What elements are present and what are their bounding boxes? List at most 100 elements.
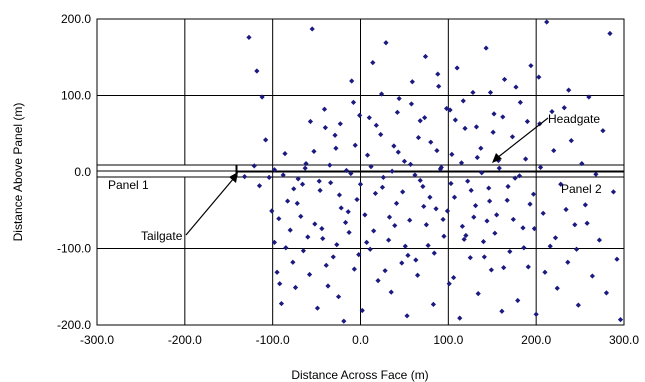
data-point bbox=[471, 214, 477, 220]
y-tick-label: 0.0 bbox=[74, 165, 91, 179]
data-point bbox=[401, 158, 408, 164]
x-tick-label: 300.0 bbox=[609, 333, 639, 347]
data-point bbox=[299, 181, 306, 187]
data-point bbox=[589, 273, 595, 279]
data-point bbox=[549, 108, 555, 115]
data-point bbox=[391, 143, 397, 149]
data-point bbox=[492, 230, 498, 236]
data-point bbox=[417, 118, 423, 124]
y-tick-label: 100.0 bbox=[61, 89, 91, 103]
data-point bbox=[373, 122, 379, 128]
data-point bbox=[528, 63, 534, 69]
data-point bbox=[515, 297, 521, 304]
data-point bbox=[259, 94, 265, 100]
y-axis-title: Distance Above Panel (m) bbox=[11, 103, 25, 242]
data-point bbox=[572, 222, 578, 228]
data-point bbox=[378, 131, 384, 138]
data-point bbox=[291, 186, 297, 192]
data-point bbox=[356, 252, 362, 258]
data-point bbox=[517, 99, 523, 105]
tailgate-label: Tailgate bbox=[141, 229, 183, 243]
data-point bbox=[434, 147, 440, 154]
data-point bbox=[551, 147, 557, 154]
data-point bbox=[460, 98, 466, 104]
y-tick-label: -200.0 bbox=[57, 318, 91, 332]
data-point bbox=[368, 164, 374, 170]
data-point bbox=[586, 94, 592, 100]
data-point bbox=[452, 117, 458, 123]
data-point bbox=[524, 118, 530, 125]
data-point bbox=[414, 272, 421, 278]
data-point bbox=[513, 84, 519, 90]
data-point bbox=[431, 250, 437, 256]
data-point bbox=[584, 220, 590, 226]
data-point bbox=[490, 129, 496, 135]
data-point bbox=[320, 235, 326, 242]
data-point bbox=[573, 246, 580, 252]
data-point bbox=[325, 283, 331, 289]
data-point bbox=[505, 183, 511, 190]
data-point bbox=[491, 111, 497, 117]
data-point bbox=[309, 26, 315, 32]
data-point bbox=[246, 34, 252, 40]
data-point bbox=[269, 208, 275, 214]
data-point bbox=[290, 259, 296, 265]
data-point bbox=[472, 203, 479, 209]
data-point bbox=[396, 95, 402, 102]
data-point bbox=[617, 317, 624, 323]
data-point bbox=[510, 216, 516, 223]
data-point bbox=[364, 239, 370, 245]
data-point bbox=[282, 151, 288, 157]
data-point bbox=[547, 243, 553, 249]
data-point bbox=[486, 185, 492, 191]
data-points bbox=[241, 19, 624, 324]
data-point bbox=[483, 45, 489, 51]
data-point bbox=[420, 183, 426, 190]
data-point bbox=[352, 142, 358, 148]
data-point bbox=[266, 174, 272, 180]
data-point bbox=[525, 264, 531, 270]
data-point bbox=[332, 132, 338, 138]
data-point bbox=[405, 252, 411, 258]
x-tick-label: 0.0 bbox=[352, 333, 369, 347]
data-point bbox=[425, 242, 431, 249]
data-point bbox=[531, 226, 538, 232]
data-point bbox=[380, 174, 386, 180]
data-point bbox=[371, 228, 377, 234]
data-point bbox=[321, 106, 328, 112]
data-point bbox=[399, 260, 405, 266]
x-tick-label: 200.0 bbox=[521, 333, 551, 347]
data-point bbox=[393, 200, 400, 206]
data-point bbox=[312, 221, 318, 227]
data-point bbox=[382, 268, 388, 274]
data-point bbox=[413, 257, 419, 263]
data-point bbox=[566, 87, 572, 93]
data-point bbox=[479, 170, 485, 176]
data-point bbox=[533, 311, 539, 317]
data-point bbox=[487, 89, 494, 96]
data-point bbox=[389, 168, 395, 174]
data-point bbox=[520, 225, 526, 231]
data-point bbox=[470, 89, 476, 96]
data-point bbox=[451, 194, 458, 200]
data-point bbox=[357, 181, 364, 187]
data-point bbox=[254, 68, 260, 74]
data-point bbox=[565, 259, 571, 265]
data-point bbox=[328, 180, 334, 186]
data-point bbox=[276, 216, 282, 222]
data-point bbox=[561, 105, 567, 111]
data-point bbox=[568, 138, 574, 144]
data-point bbox=[509, 134, 516, 140]
data-point bbox=[256, 183, 263, 189]
data-point bbox=[280, 172, 286, 178]
y-tick-label: 200.0 bbox=[61, 12, 91, 26]
data-point bbox=[375, 278, 381, 284]
data-point bbox=[610, 189, 617, 195]
data-point bbox=[300, 248, 307, 254]
data-point bbox=[263, 137, 269, 143]
data-point bbox=[298, 213, 304, 219]
x-tick-label: -300.0 bbox=[80, 333, 114, 347]
data-point bbox=[428, 139, 434, 145]
data-point bbox=[467, 255, 473, 261]
data-point bbox=[447, 107, 453, 113]
